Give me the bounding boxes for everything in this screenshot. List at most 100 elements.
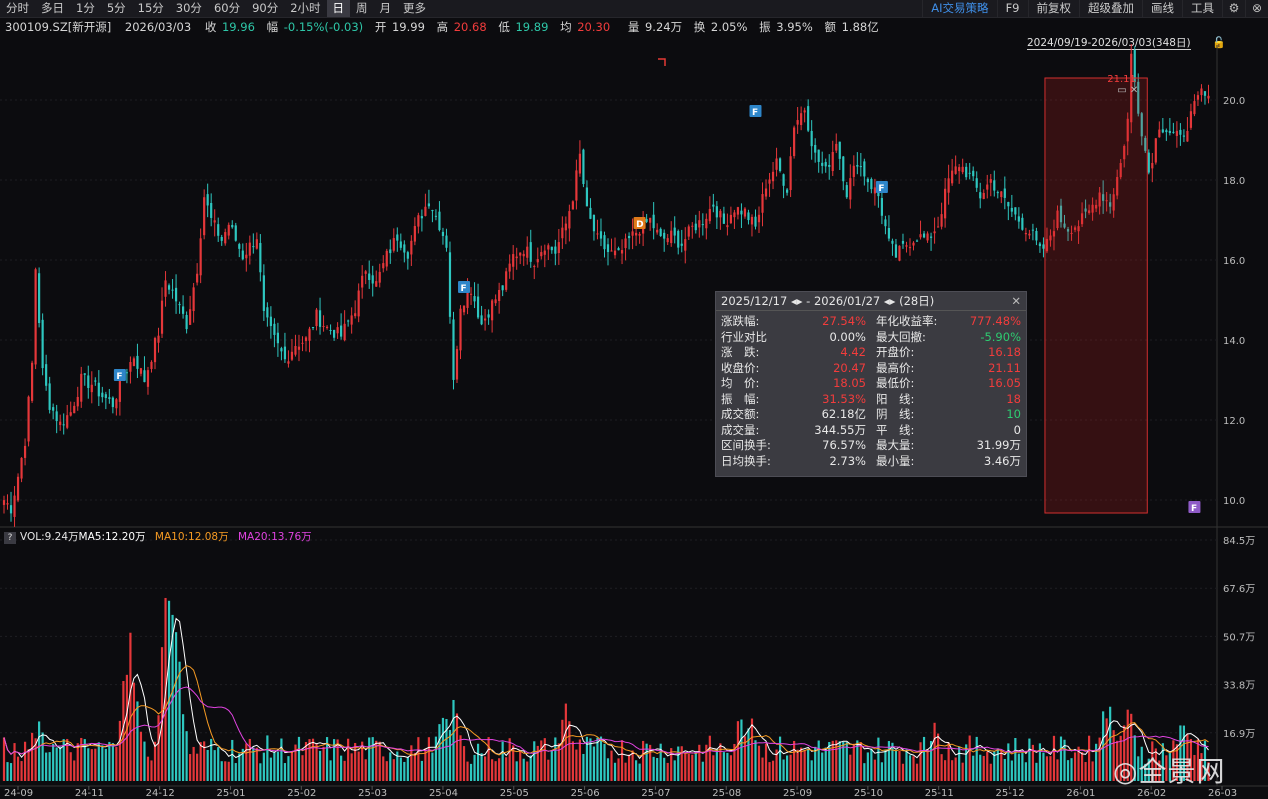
candle-body: [828, 165, 831, 167]
toolbar-item-5[interactable]: 工具: [1182, 0, 1222, 17]
volume-bar: [304, 741, 308, 781]
volume-bar: [1056, 759, 1059, 781]
tab-8[interactable]: 2小时: [290, 1, 321, 15]
help-icon[interactable]: ?: [4, 532, 16, 544]
volume-bar: [455, 713, 459, 781]
volume-bar: [936, 733, 940, 781]
candle-body: [800, 113, 803, 126]
volume-bar: [48, 752, 51, 781]
volume-bar: [536, 745, 539, 781]
volume-bar: [234, 763, 237, 781]
volume-bar: [441, 717, 445, 781]
volume-bar: [473, 754, 476, 781]
x-tick-label: 25-12: [996, 788, 1025, 799]
candle-body: [491, 300, 494, 321]
candle-body: [238, 244, 241, 249]
corner-marker: [658, 58, 666, 66]
volume-bar: [308, 739, 311, 781]
volume-bar: [821, 752, 824, 781]
tab-2[interactable]: 1分: [76, 1, 95, 15]
volume-bar: [933, 722, 936, 781]
volume-bar: [656, 758, 659, 781]
tab-3[interactable]: 5分: [106, 1, 126, 15]
volume-bar: [1042, 752, 1045, 781]
candle-body: [838, 141, 841, 159]
volume-bar: [649, 744, 652, 781]
tab-12[interactable]: 更多: [403, 1, 427, 15]
volume-bar: [620, 740, 624, 781]
close-icon[interactable]: ⊗: [1245, 0, 1268, 17]
volume-bar: [13, 743, 16, 781]
tab-9[interactable]: 日: [326, 0, 351, 17]
popup-row: 振 幅: 31.53% 阳 线: 18: [721, 392, 1021, 407]
tab-10[interactable]: 周: [356, 1, 368, 15]
candle-body: [954, 166, 957, 174]
candle-body: [396, 234, 399, 241]
volume-bar: [533, 741, 536, 781]
volume-bar: [684, 752, 687, 781]
popup-date-range[interactable]: 2025/12/17 ◂▸ - 2026/01/27 ◂▸ (28日): [721, 294, 935, 308]
gear-icon[interactable]: ⚙: [1222, 0, 1245, 17]
candle-body: [220, 237, 223, 241]
tab-0[interactable]: 分时: [6, 1, 29, 15]
volume-bar: [729, 755, 733, 781]
volume-legend: ? VOL:9.24万MA5:12.20万 MA10:12.08万 MA20:13…: [4, 529, 312, 544]
close-icon[interactable]: ✕: [1011, 294, 1021, 308]
candle-body: [269, 316, 272, 327]
tab-1[interactable]: 多日: [41, 1, 64, 15]
volume-bar: [807, 748, 810, 781]
volume-bar: [1070, 758, 1073, 781]
volume-bar: [318, 750, 322, 781]
volume-bar: [213, 750, 216, 781]
candle-body: [1165, 130, 1168, 133]
candle-body: [1144, 137, 1147, 151]
toolbar-item-0[interactable]: AI交易策略: [922, 0, 996, 17]
volume-bar: [887, 741, 891, 781]
tab-11[interactable]: 月: [379, 1, 392, 15]
candle-body: [329, 330, 332, 332]
volume-bar: [1172, 740, 1175, 781]
volume-bar: [343, 760, 346, 781]
candle-body: [922, 233, 926, 238]
volume-bar: [873, 759, 876, 781]
ma5-line: [3, 617, 1209, 760]
volume-bar: [659, 743, 662, 781]
volume-bar: [498, 758, 501, 781]
toolbar-item-3[interactable]: 超级叠加: [1079, 0, 1142, 17]
candle-body: [427, 203, 431, 207]
candle-body: [944, 188, 947, 219]
stat-value: 0.00%: [829, 329, 866, 344]
stat-value: 0: [1013, 422, 1021, 437]
tab-5[interactable]: 30分: [175, 1, 202, 15]
toolbar-item-2[interactable]: 前复权: [1027, 0, 1080, 17]
toolbar-item-1[interactable]: F9: [996, 0, 1028, 17]
tab-4[interactable]: 15分: [137, 1, 164, 15]
x-tick-label: 25-02: [287, 788, 316, 799]
popup-row: 行业对比 0.00% 最大回撤: -5.90%: [721, 330, 1021, 345]
volume-bar: [880, 762, 884, 781]
candle-body: [817, 149, 820, 162]
toolbar-item-4[interactable]: 画线: [1142, 0, 1182, 17]
candle-body: [417, 215, 420, 227]
volume-bar: [1154, 748, 1157, 781]
lock-icon[interactable]: 🔓: [1212, 36, 1226, 49]
volume-bar: [153, 741, 157, 781]
volume-bar: [27, 749, 30, 781]
volume-bar: [1105, 718, 1108, 781]
tab-7[interactable]: 90分: [252, 1, 279, 15]
tab-6[interactable]: 60分: [213, 1, 241, 15]
candle-body: [1207, 95, 1210, 99]
candle-body: [901, 240, 905, 244]
volume-tick-label: 84.5万: [1223, 536, 1255, 547]
event-marker-label: F: [752, 108, 758, 118]
volume-bar: [1080, 752, 1084, 781]
candle-body: [1112, 194, 1115, 211]
candle-body: [262, 275, 265, 311]
candle-body: [617, 248, 620, 251]
candle-body: [1066, 229, 1070, 232]
volume-bar: [1035, 762, 1038, 781]
candle-body: [1021, 217, 1024, 230]
date-range-selector[interactable]: 2024/09/19-2026/03/03(348日): [1027, 37, 1191, 50]
volume-bar: [884, 749, 887, 781]
vol-legend-vol: VOL:9.24万: [20, 531, 79, 543]
